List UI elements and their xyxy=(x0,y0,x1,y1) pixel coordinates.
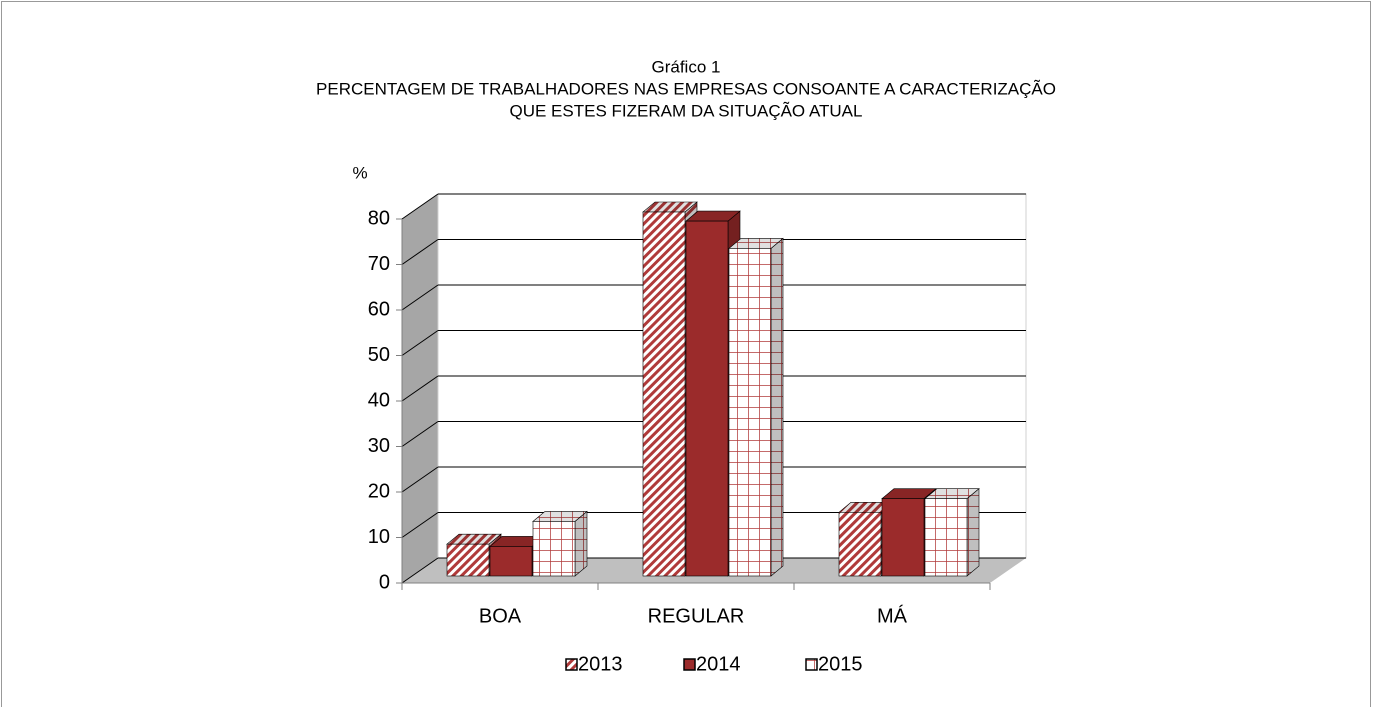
bar-top-shade xyxy=(686,211,740,222)
y-tick-label: 60 xyxy=(368,298,390,320)
y-axis-label: % xyxy=(352,163,367,182)
bar xyxy=(489,546,533,577)
bar-top-shade xyxy=(447,534,501,545)
bar xyxy=(838,511,882,577)
legend-swatch xyxy=(683,658,696,671)
y-tick-label: 80 xyxy=(368,207,390,229)
grid-line xyxy=(401,239,439,265)
x-tick-label: BOA xyxy=(479,605,522,627)
chart-title: PERCENTAGEM DE TRABALHADORES NAS EMPRESA… xyxy=(316,79,1056,98)
legend-swatch xyxy=(805,658,818,671)
y-tick-label: 20 xyxy=(368,480,390,502)
y-tick-label: 70 xyxy=(368,253,390,275)
grid-line xyxy=(401,421,439,447)
bar-top-shade xyxy=(882,488,936,499)
legend-label: 2014 xyxy=(696,653,741,675)
grid-line xyxy=(401,193,439,220)
y-tick-label: 30 xyxy=(368,435,390,457)
bar-top-shade xyxy=(839,502,893,513)
bar xyxy=(728,248,772,577)
bar-side-shade xyxy=(771,238,783,576)
y-tick-label: 0 xyxy=(379,571,390,593)
bar-side-shade xyxy=(967,488,979,576)
bar-top-shade xyxy=(925,488,979,499)
y-tick-label: 10 xyxy=(368,526,390,548)
bar xyxy=(881,498,925,577)
bar xyxy=(924,498,968,577)
grid-line xyxy=(401,557,439,584)
chart-title: Gráfico 1 xyxy=(652,57,721,76)
legend-label: 2015 xyxy=(818,653,863,675)
y-tick-label: 50 xyxy=(368,344,390,366)
legend-label: 2013 xyxy=(578,653,623,675)
y-tick-label: 40 xyxy=(368,389,390,411)
bar xyxy=(685,220,729,577)
grid-line xyxy=(401,284,439,311)
grid-line xyxy=(401,466,439,493)
bar-top-shade xyxy=(490,536,544,547)
x-tick-label: REGULAR xyxy=(648,605,745,627)
bar-top-shade xyxy=(729,238,783,249)
bar xyxy=(532,521,576,577)
legend-swatch xyxy=(565,658,578,671)
bar-top-shade xyxy=(533,511,587,522)
grid-line xyxy=(401,375,439,402)
bar xyxy=(446,543,490,577)
chart-title: QUE ESTES FIZERAM DA SITUAÇÃO ATUAL xyxy=(510,101,863,120)
bar xyxy=(642,211,686,577)
x-tick-label: MÁ xyxy=(877,604,908,627)
bar-top-shade xyxy=(643,202,697,212)
grid-line xyxy=(401,512,439,538)
bar-side-shade xyxy=(575,511,587,576)
grid-line xyxy=(401,330,439,356)
